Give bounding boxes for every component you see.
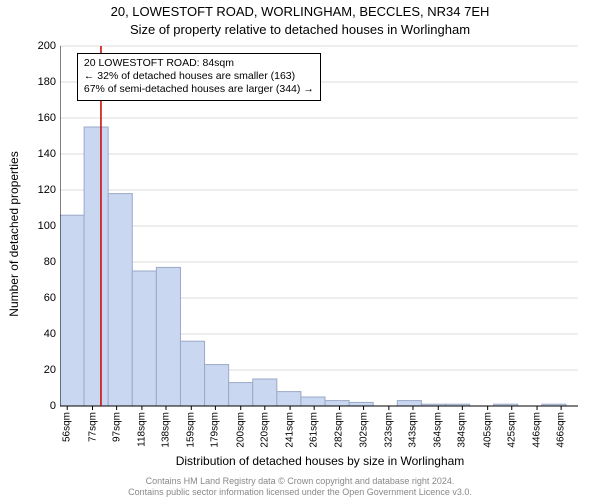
annotation-line3: 67% of semi-detached houses are larger (… (84, 83, 314, 96)
x-tick-label: 138sqm (161, 412, 172, 448)
x-tick-label: 323sqm (383, 412, 394, 448)
y-tick-label: 180 (26, 76, 56, 88)
y-tick-label: 0 (26, 400, 56, 412)
y-axis-title-container: Number of detached properties (6, 44, 22, 424)
y-tick-label: 160 (26, 112, 56, 124)
y-tick-label: 20 (26, 364, 56, 376)
title-address: 20, LOWESTOFT ROAD, WORLINGHAM, BECCLES,… (0, 4, 600, 20)
x-tick-label: 179sqm (210, 412, 221, 448)
y-axis-title: Number of detached properties (7, 151, 21, 316)
x-tick-label: 282sqm (334, 412, 345, 448)
y-tick-label: 140 (26, 148, 56, 160)
y-tick-label: 60 (26, 292, 56, 304)
y-tick-label: 100 (26, 220, 56, 232)
x-tick-label: 200sqm (235, 412, 246, 448)
x-tick-label: 446sqm (532, 412, 543, 448)
y-tick-label: 80 (26, 256, 56, 268)
x-tick-label: 425sqm (506, 412, 517, 448)
title-desc: Size of property relative to detached ho… (0, 22, 600, 38)
x-tick-label: 302sqm (358, 412, 369, 448)
x-tick-label: 364sqm (433, 412, 444, 448)
x-tick-label: 118sqm (136, 412, 147, 447)
y-tick-label: 200 (26, 40, 56, 52)
x-tick-label: 97sqm (111, 412, 122, 442)
attribution-footer: Contains HM Land Registry data © Crown c… (0, 476, 600, 499)
x-tick-label: 241sqm (285, 412, 296, 448)
annotation-box: 20 LOWESTOFT ROAD: 84sqm ← 32% of detach… (77, 53, 321, 100)
x-tick-label: 384sqm (457, 412, 468, 448)
x-tick-label: 159sqm (186, 412, 197, 448)
chart-svg (60, 44, 580, 424)
chart-root: 20, LOWESTOFT ROAD, WORLINGHAM, BECCLES,… (0, 0, 600, 500)
annotation-line1: 20 LOWESTOFT ROAD: 84sqm (84, 57, 314, 70)
y-tick-label: 120 (26, 184, 56, 196)
x-tick-label: 261sqm (309, 412, 320, 448)
x-axis-title: Distribution of detached houses by size … (60, 454, 580, 468)
x-tick-label: 466sqm (556, 412, 567, 448)
x-tick-label: 77sqm (87, 412, 98, 442)
x-tick-label: 220sqm (259, 412, 270, 448)
footer-line1: Contains HM Land Registry data © Crown c… (0, 476, 600, 487)
annotation-line2: ← 32% of detached houses are smaller (16… (84, 70, 314, 83)
x-tick-label: 56sqm (62, 412, 73, 442)
footer-line2: Contains public sector information licen… (0, 487, 600, 498)
title-block: 20, LOWESTOFT ROAD, WORLINGHAM, BECCLES,… (0, 4, 600, 37)
x-tick-label: 343sqm (407, 412, 418, 448)
y-tick-label: 40 (26, 328, 56, 340)
chart-area (60, 44, 580, 424)
x-tick-label: 405sqm (482, 412, 493, 448)
